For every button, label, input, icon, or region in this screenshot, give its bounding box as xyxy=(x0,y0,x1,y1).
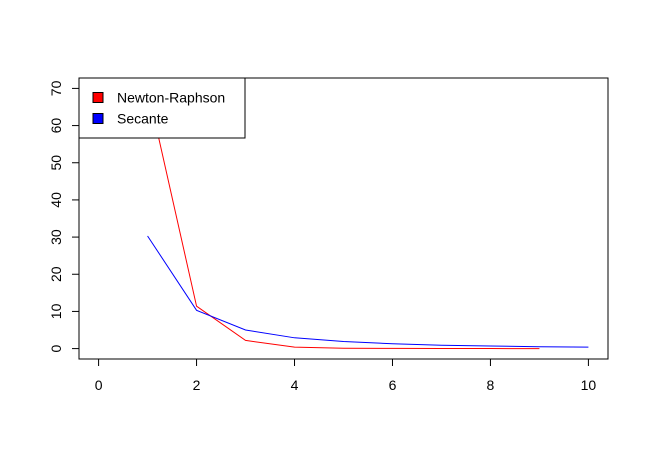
legend-swatch-newton-raphson xyxy=(92,92,104,103)
legend: Newton-Raphson Secante xyxy=(78,77,246,139)
series-line-secante xyxy=(147,235,589,348)
x-tick-label: 0 xyxy=(95,377,103,393)
y-tick-label: 40 xyxy=(48,192,64,208)
y-tick-label: 0 xyxy=(48,344,64,352)
y-tick-label: 20 xyxy=(48,266,64,282)
legend-label-secante: Secante xyxy=(117,111,169,127)
legend-box xyxy=(78,77,246,139)
y-tick-label: 60 xyxy=(48,118,64,134)
legend-swatch-secante xyxy=(92,113,104,124)
x-tick-label: 2 xyxy=(193,377,201,393)
x-tick-label: 8 xyxy=(487,377,495,393)
y-tick-label: 30 xyxy=(48,229,64,245)
x-tick-label: 4 xyxy=(291,377,299,393)
x-tick-label: 6 xyxy=(389,377,397,393)
y-tick-label: 50 xyxy=(48,155,64,171)
x-tick-label: 10 xyxy=(581,377,597,393)
series-line-newton-raphson xyxy=(147,88,540,350)
y-tick-label: 70 xyxy=(48,80,64,96)
y-tick-label: 10 xyxy=(48,303,64,319)
legend-label-newton-raphson: Newton-Raphson xyxy=(117,90,225,106)
y-axis: 0 10 20 30 40 50 60 70 xyxy=(48,80,80,352)
x-axis: 0 2 4 6 8 10 xyxy=(95,358,597,393)
series-layer xyxy=(147,88,589,350)
